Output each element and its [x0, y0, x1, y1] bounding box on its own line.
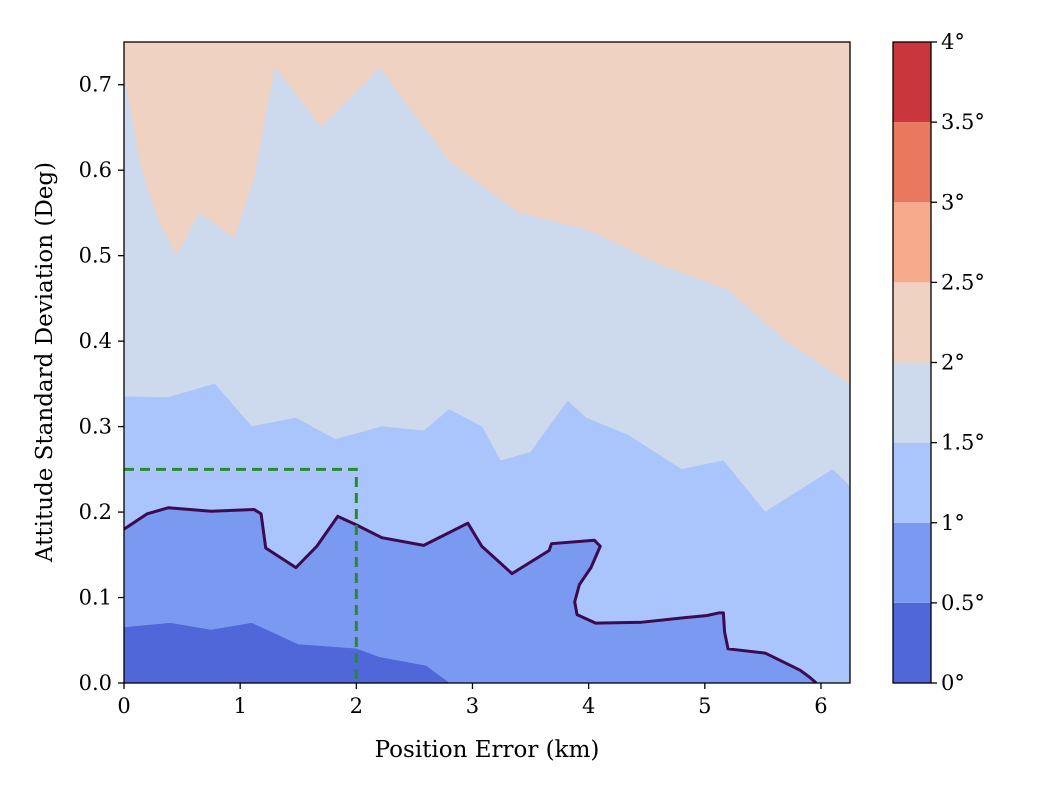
- y-tick-label: 0.3: [79, 415, 112, 439]
- colorbar-segment: [893, 122, 931, 203]
- x-tick-label: 4: [582, 694, 595, 718]
- y-tick-label: 0.4: [79, 329, 112, 353]
- colorbar-segment: [893, 42, 931, 123]
- colorbar-tick-label: 1°: [941, 511, 965, 535]
- requirement-box-line: [124, 467, 358, 683]
- colorbar-tick-label: 4°: [941, 30, 965, 54]
- colorbar-segment: [893, 522, 931, 603]
- x-tick-label: 2: [350, 694, 363, 718]
- y-tick-label: 0.6: [79, 158, 112, 182]
- x-axis-label: Position Error (km): [375, 737, 600, 763]
- colorbar-segment: [893, 202, 931, 283]
- x-tick-label: 0: [117, 694, 130, 718]
- colorbar-tick-label: 0°: [941, 671, 965, 695]
- y-tick-label: 0.5: [79, 244, 112, 268]
- threshold-contour: [124, 506, 818, 683]
- x-tick-label: 5: [698, 694, 711, 718]
- x-axis-ticks: 0 1 2 3 4 5 6: [117, 683, 828, 718]
- contour-band-0-0.5: [124, 622, 850, 683]
- requirement-box: [124, 467, 358, 683]
- threshold-contour-line: [124, 506, 818, 683]
- colorbar-tick-label: 2.5°: [941, 270, 985, 294]
- y-tick-label: 0.1: [79, 586, 112, 610]
- colorbar-segment: [893, 362, 931, 443]
- y-axis-ticks: 0.0 0.1 0.2 0.3 0.4 0.5 0.6 0.7: [79, 73, 124, 695]
- y-tick-label: 0.0: [79, 671, 112, 695]
- colorbar-segment: [893, 602, 931, 683]
- x-tick-label: 6: [814, 694, 827, 718]
- colorbar-tick-label: 0.5°: [941, 591, 985, 615]
- y-axis-label: Attitude Standard Deviation (Deg): [32, 162, 58, 563]
- colorbar: 0° 0.5° 1° 1.5° 2° 2.5° 3° 3.5° 4°: [892, 30, 985, 695]
- colorbar-segment: [893, 442, 931, 523]
- y-tick-label: 0.2: [79, 500, 112, 524]
- plot-frame: [123, 41, 851, 684]
- contour-bands: [124, 42, 850, 683]
- colorbar-tick-label: 1.5°: [941, 431, 985, 455]
- y-tick-label: 0.7: [79, 73, 112, 97]
- x-tick-label: 3: [466, 694, 479, 718]
- colorbar-tick-label: 3.5°: [941, 110, 985, 134]
- colorbar-tick-label: 2°: [941, 351, 965, 375]
- colorbar-segment: [893, 282, 931, 363]
- x-tick-label: 1: [233, 694, 246, 718]
- colorbar-tick-label: 3°: [941, 190, 965, 214]
